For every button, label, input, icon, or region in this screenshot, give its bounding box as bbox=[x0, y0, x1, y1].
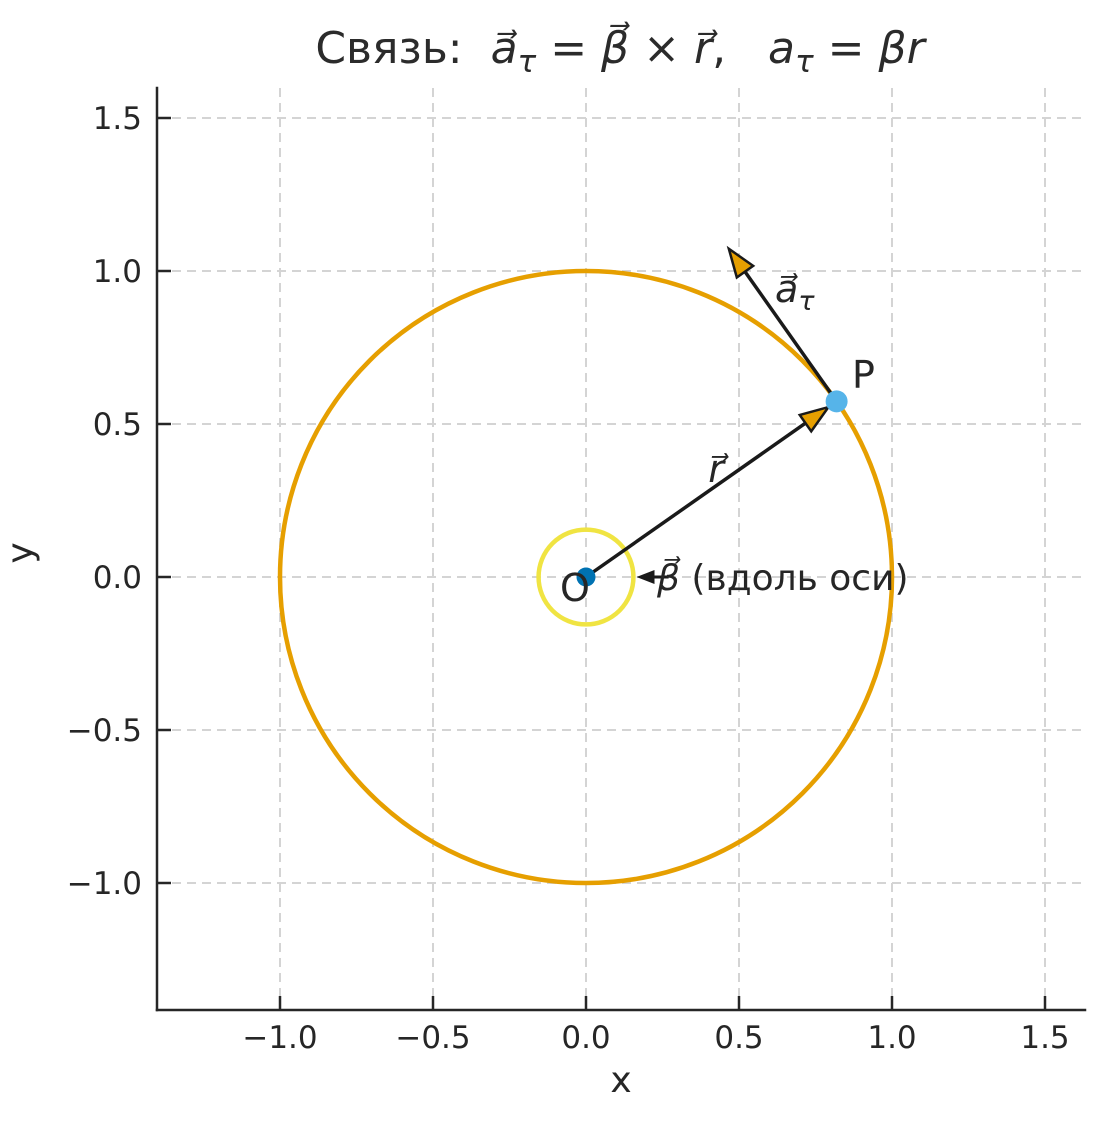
x-tick-label: 0.5 bbox=[714, 1020, 763, 1056]
title-beta-r: βr bbox=[878, 23, 928, 74]
title-eq2: = bbox=[814, 23, 879, 74]
a_tau-vector-shaft bbox=[741, 267, 839, 403]
label-layer: Связь: a⃗τ = β⃗ × r⃗, aτ = βr x y O P r⃗… bbox=[0, 21, 928, 1101]
y-tick-label: 1.5 bbox=[93, 101, 142, 137]
r-vector-shaft bbox=[584, 419, 810, 579]
r-vector-head bbox=[797, 404, 832, 434]
chart-title: Связь: a⃗τ = β⃗ × r⃗, aτ = βr bbox=[315, 21, 927, 80]
title-r-vec: r⃗ bbox=[694, 23, 718, 74]
y-tick-label: −1.0 bbox=[67, 866, 142, 902]
a_tau-vector-head bbox=[726, 245, 756, 280]
x-tick-label: −1.0 bbox=[242, 1020, 317, 1056]
title-tau-sub2: τ bbox=[795, 44, 814, 80]
title-times: × bbox=[629, 23, 694, 74]
circular-trajectory-circle bbox=[277, 268, 895, 886]
y-tick-label: −0.5 bbox=[67, 713, 142, 749]
title-a-vec: a⃗ bbox=[491, 23, 518, 74]
y-tick-label: 1.0 bbox=[93, 254, 142, 290]
beta-axis-label: β⃗ (вдоль оси) bbox=[656, 555, 909, 599]
rotation-axis-marker-circle bbox=[536, 527, 636, 627]
p-point-label: P bbox=[852, 353, 875, 397]
title-comma: , bbox=[712, 23, 768, 74]
origin-point-label: O bbox=[560, 566, 590, 610]
a-tau-vector-label: a⃗τ bbox=[775, 267, 815, 317]
title-beta-vec: β⃗ bbox=[600, 21, 630, 74]
shape-layer bbox=[277, 245, 895, 886]
grid-layer bbox=[157, 88, 1085, 1010]
x-tick-label: −0.5 bbox=[395, 1020, 470, 1056]
a-tau-letter: a⃗ bbox=[775, 267, 799, 311]
O-point-marker bbox=[576, 567, 596, 587]
r-vector-label: r⃗ bbox=[708, 447, 730, 491]
beta-vector-head bbox=[636, 570, 655, 584]
title-tau-sub: τ bbox=[518, 44, 537, 80]
title-a-plain: a bbox=[768, 23, 795, 74]
x-tick-label: 1.0 bbox=[867, 1020, 916, 1056]
tick-layer: −1.0 −0.5 0.0 0.5 1.0 1.5 −1.0 −0.5 0.0 0.5 1.0 1.5 bbox=[67, 101, 1070, 1056]
title-prefix: Связь: bbox=[315, 23, 490, 74]
P-point-marker bbox=[825, 390, 848, 413]
y-tick-label: 0.0 bbox=[93, 560, 142, 596]
y-axis-label: y bbox=[0, 542, 41, 563]
title-eq1: = bbox=[536, 23, 601, 74]
spine-layer bbox=[155, 86, 1087, 1012]
x-tick-label: 0.0 bbox=[561, 1020, 610, 1056]
beta-letter: β⃗ bbox=[656, 555, 681, 599]
x-axis-label: x bbox=[610, 1060, 631, 1101]
x-tick-label: 1.5 bbox=[1020, 1020, 1069, 1056]
a-tau-sub: τ bbox=[798, 286, 815, 317]
y-tick-label: 0.5 bbox=[93, 407, 142, 443]
beta-along-axis-text: (вдоль оси) bbox=[680, 558, 909, 599]
